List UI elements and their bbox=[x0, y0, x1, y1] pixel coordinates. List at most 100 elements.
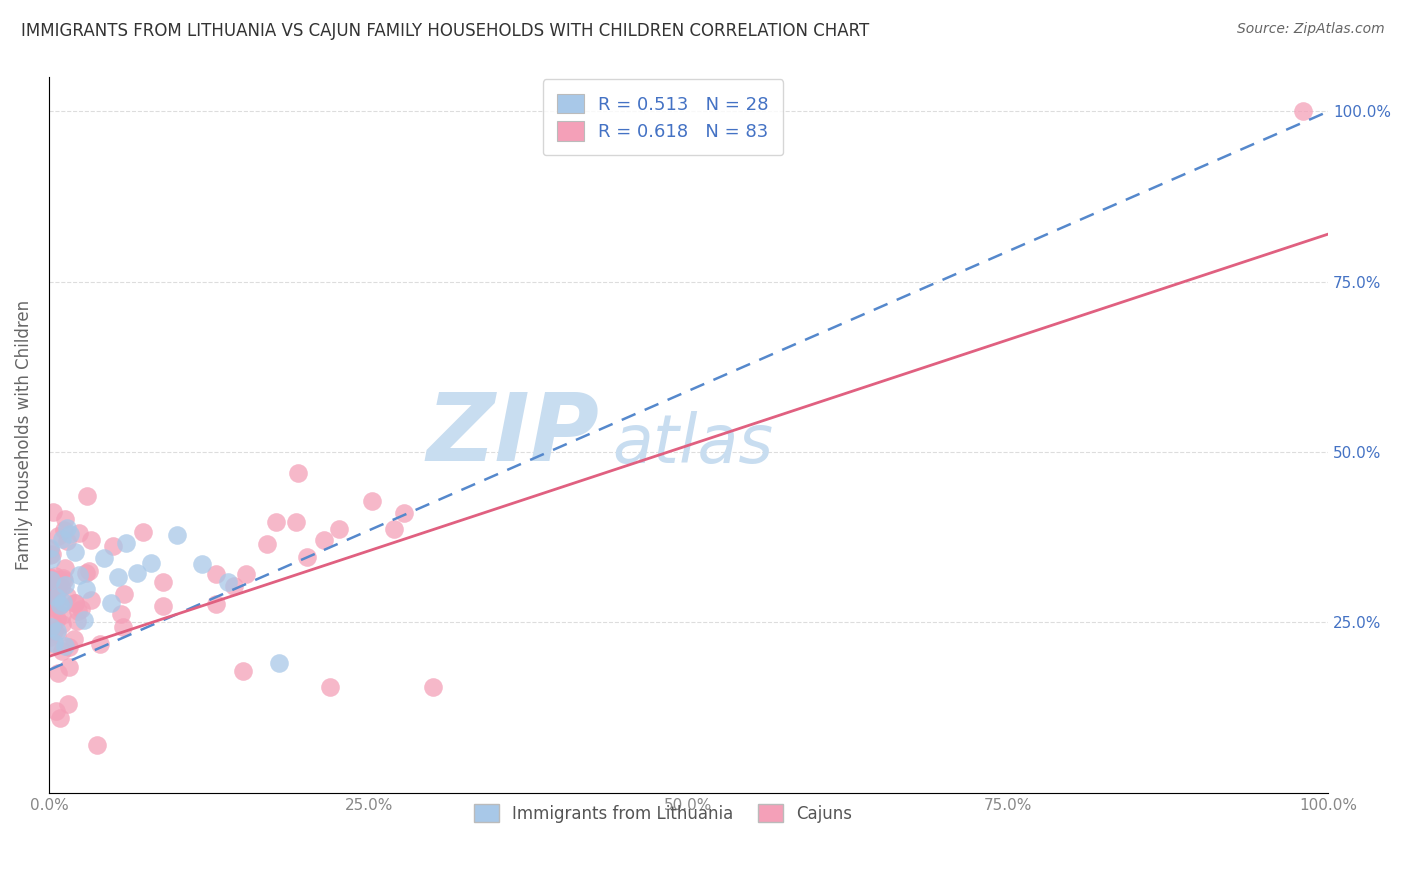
Point bbox=[67, 568, 90, 582]
Point bbox=[80, 592, 103, 607]
Point bbox=[41, 547, 63, 561]
Point bbox=[235, 567, 257, 582]
Point bbox=[360, 493, 382, 508]
Point bbox=[205, 598, 228, 612]
Point bbox=[58, 659, 80, 673]
Point bbox=[45, 624, 67, 638]
Text: ZIP: ZIP bbox=[426, 389, 599, 481]
Point bbox=[53, 561, 76, 575]
Point bbox=[53, 574, 76, 588]
Point bbox=[63, 632, 86, 646]
Point bbox=[107, 570, 129, 584]
Point bbox=[39, 637, 62, 651]
Point bbox=[42, 617, 65, 632]
Point bbox=[55, 512, 77, 526]
Point bbox=[49, 599, 72, 613]
Point bbox=[42, 580, 65, 594]
Point bbox=[63, 596, 86, 610]
Point bbox=[76, 490, 98, 504]
Point bbox=[58, 640, 80, 654]
Point bbox=[49, 598, 72, 612]
Point bbox=[101, 539, 124, 553]
Point bbox=[52, 595, 75, 609]
Point bbox=[152, 574, 174, 589]
Point bbox=[65, 596, 87, 610]
Point bbox=[39, 591, 62, 606]
Point bbox=[295, 550, 318, 565]
Point bbox=[204, 566, 226, 581]
Point bbox=[44, 587, 66, 601]
Point bbox=[73, 613, 96, 627]
Point bbox=[49, 581, 72, 595]
Point bbox=[51, 533, 73, 547]
Point bbox=[80, 533, 103, 547]
Point bbox=[46, 578, 69, 592]
Point bbox=[110, 607, 132, 621]
Point bbox=[66, 614, 89, 628]
Point bbox=[56, 589, 79, 603]
Point bbox=[39, 541, 62, 555]
Point bbox=[266, 515, 288, 529]
Point bbox=[284, 515, 307, 529]
Point bbox=[51, 644, 73, 658]
Point bbox=[42, 624, 65, 638]
Point bbox=[217, 575, 239, 590]
Point bbox=[49, 711, 72, 725]
Point bbox=[114, 536, 136, 550]
Point bbox=[39, 630, 62, 644]
Text: Source: ZipAtlas.com: Source: ZipAtlas.com bbox=[1237, 22, 1385, 37]
Point bbox=[1291, 104, 1313, 119]
Point bbox=[269, 657, 291, 671]
Point bbox=[59, 527, 82, 541]
Point bbox=[382, 523, 405, 537]
Legend: Immigrants from Lithuania, Cajuns: Immigrants from Lithuania, Cajuns bbox=[461, 792, 865, 834]
Point bbox=[52, 571, 75, 585]
Point bbox=[39, 574, 62, 588]
Point bbox=[51, 608, 73, 623]
Point bbox=[53, 639, 76, 653]
Point bbox=[141, 556, 163, 570]
Text: atlas: atlas bbox=[612, 410, 773, 476]
Point bbox=[45, 585, 67, 599]
Point bbox=[55, 533, 77, 548]
Point bbox=[132, 525, 155, 540]
Point bbox=[45, 591, 67, 605]
Text: IMMIGRANTS FROM LITHUANIA VS CAJUN FAMILY HOUSEHOLDS WITH CHILDREN CORRELATION C: IMMIGRANTS FROM LITHUANIA VS CAJUN FAMIL… bbox=[21, 22, 869, 40]
Point bbox=[58, 697, 80, 711]
Point bbox=[45, 704, 67, 718]
Point bbox=[44, 569, 66, 583]
Point bbox=[39, 571, 62, 585]
Point bbox=[39, 620, 62, 634]
Point bbox=[112, 620, 135, 634]
Point bbox=[46, 626, 69, 640]
Point bbox=[191, 557, 214, 571]
Point bbox=[53, 523, 76, 537]
Y-axis label: Family Households with Children: Family Households with Children bbox=[15, 300, 32, 570]
Point bbox=[287, 466, 309, 480]
Point bbox=[46, 612, 69, 626]
Point bbox=[51, 616, 73, 631]
Point bbox=[328, 522, 350, 536]
Point bbox=[39, 548, 62, 562]
Point bbox=[422, 680, 444, 694]
Point bbox=[224, 579, 246, 593]
Point bbox=[75, 582, 97, 596]
Point bbox=[48, 573, 70, 587]
Point bbox=[89, 637, 111, 651]
Point bbox=[44, 600, 66, 615]
Point bbox=[93, 550, 115, 565]
Point bbox=[63, 545, 86, 559]
Point bbox=[41, 596, 63, 610]
Point bbox=[166, 528, 188, 542]
Point bbox=[232, 664, 254, 678]
Point bbox=[312, 533, 335, 548]
Point bbox=[319, 680, 342, 694]
Point bbox=[44, 636, 66, 650]
Point bbox=[39, 581, 62, 595]
Point bbox=[39, 570, 62, 584]
Point bbox=[67, 525, 90, 540]
Point bbox=[55, 521, 77, 535]
Point bbox=[394, 507, 416, 521]
Point bbox=[53, 578, 76, 592]
Point bbox=[41, 505, 63, 519]
